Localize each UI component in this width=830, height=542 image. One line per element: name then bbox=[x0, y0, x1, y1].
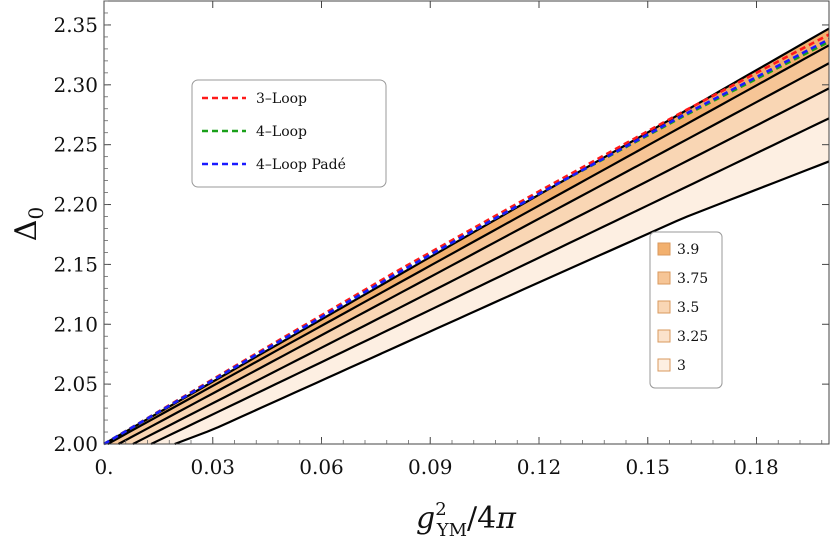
legend-band-swatch-3 bbox=[657, 329, 671, 343]
y-axis-title-main: Δ bbox=[9, 220, 44, 242]
x-tick-label-1: 0.03 bbox=[190, 455, 235, 479]
y-tick-label-4: 2.20 bbox=[53, 193, 98, 217]
y-tick-label-5: 2.25 bbox=[53, 133, 98, 157]
x-axis-title-sub: YM bbox=[436, 520, 467, 541]
legend-band-label-1: 3.75 bbox=[677, 271, 708, 287]
legend-line-label-0: 3–Loop bbox=[256, 91, 307, 107]
legend-band-label-2: 3.5 bbox=[677, 300, 699, 316]
legend-lines: 3–Loop 4–Loop 4–Loop Padé bbox=[191, 79, 387, 188]
x-tick-label-6: 0.18 bbox=[734, 455, 779, 479]
band-boundary-line-3 bbox=[132, 87, 830, 445]
band-boundary-line-4 bbox=[150, 117, 830, 445]
x-axis-title-sup: 2 bbox=[435, 499, 446, 520]
loop-series bbox=[103, 33, 830, 446]
legend-band-label-4: 3 bbox=[677, 358, 686, 374]
x-tick-label-2: 0.06 bbox=[299, 455, 344, 479]
band-boundary-line-0 bbox=[103, 27, 830, 445]
legend-lines-box bbox=[191, 79, 387, 188]
x-axis-title-rest: /4 bbox=[467, 501, 496, 536]
legend-bands: 3.9 3.75 3.5 3.25 3 bbox=[649, 231, 723, 389]
y-tick-label-2: 2.10 bbox=[53, 312, 98, 336]
x-tick-label-0: 0. bbox=[94, 455, 113, 479]
plot-frame bbox=[103, 0, 830, 445]
band-boundary-line-1 bbox=[107, 44, 830, 445]
band-boundaries bbox=[103, 27, 830, 446]
x-tick-label-5: 0.15 bbox=[625, 455, 670, 479]
axis-ticks: 0. 0.03 0.06 0.09 0.12 0.15 0.18 2.00 2.05 2.10 2.… bbox=[53, 0, 829, 479]
band-boundary-line-5 bbox=[174, 160, 830, 446]
legend-band-swatch-0 bbox=[657, 242, 671, 256]
legend-band-label-3: 3.25 bbox=[677, 329, 708, 345]
legend-band-label-0: 3.9 bbox=[677, 242, 699, 258]
legend-band-swatch-4 bbox=[657, 358, 671, 372]
y-axis-title: Δ0 bbox=[9, 207, 48, 241]
x-axis-title-pi: π bbox=[495, 501, 517, 536]
band-boundary-line-2 bbox=[117, 62, 830, 445]
x-axis-title: g2 YM/4π bbox=[416, 499, 517, 541]
x-axis-title-g: g bbox=[416, 501, 435, 536]
y-tick-label-1: 2.05 bbox=[53, 372, 98, 396]
y-tick-label-7: 2.35 bbox=[53, 13, 98, 37]
legend-band-swatch-1 bbox=[657, 271, 671, 285]
series-line-2 bbox=[103, 38, 830, 446]
y-tick-label-3: 2.15 bbox=[53, 252, 98, 276]
y-tick-label-0: 2.00 bbox=[53, 432, 98, 456]
legend-line-label-1: 4–Loop bbox=[256, 124, 307, 140]
legend-band-swatch-2 bbox=[657, 300, 671, 314]
x-tick-label-4: 0.12 bbox=[517, 455, 562, 479]
legend-line-label-2: 4–Loop Padé bbox=[256, 157, 346, 173]
y-axis-title-sub: 0 bbox=[24, 207, 48, 220]
y-tick-label-6: 2.30 bbox=[53, 73, 98, 97]
legend-bands-box bbox=[649, 231, 723, 389]
x-tick-label-3: 0.09 bbox=[408, 455, 453, 479]
